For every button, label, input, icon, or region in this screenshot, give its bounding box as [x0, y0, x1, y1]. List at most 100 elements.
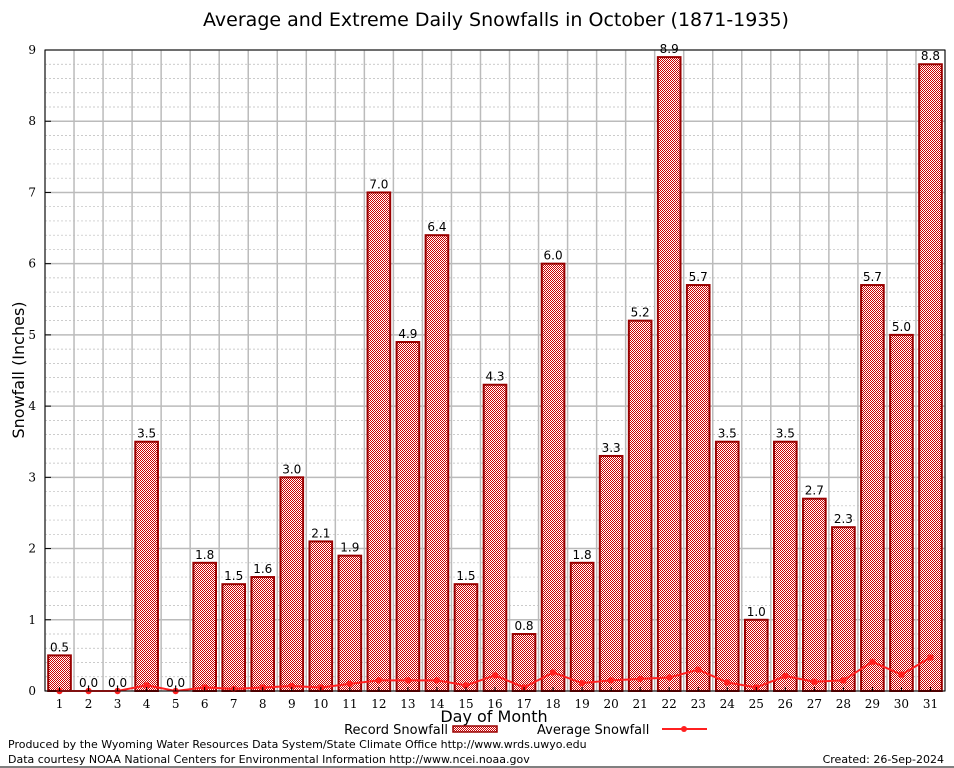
bar-value-label: 3.0 — [282, 462, 301, 476]
record-bar — [802, 497, 827, 693]
bar-value-label: 0.5 — [50, 640, 69, 654]
x-tick-label: 5 — [172, 697, 180, 711]
bar-value-label: 8.8 — [921, 49, 940, 63]
average-point — [375, 677, 383, 684]
y-tick-label: 0 — [28, 684, 36, 698]
average-point — [811, 678, 818, 685]
average-point — [578, 679, 586, 687]
record-bar — [192, 561, 218, 692]
x-tick-label: 2 — [85, 697, 93, 711]
footer-produced-by: Produced by the Wyoming Water Resources … — [8, 738, 587, 751]
bar-value-label: 8.9 — [660, 42, 679, 56]
record-bar — [685, 284, 711, 692]
average-point — [724, 679, 731, 686]
average-point — [869, 658, 876, 665]
x-tick-label: 21 — [633, 697, 648, 711]
average-point — [491, 672, 499, 679]
footer-data-source: Data courtesy NOAA National Centers for … — [8, 753, 530, 766]
record-bar — [250, 576, 276, 692]
bar-value-label: 6.4 — [427, 220, 446, 234]
bar-value-label: 0.8 — [514, 619, 533, 633]
bar-value-label: 1.6 — [253, 562, 272, 576]
x-tick-label: 30 — [894, 697, 909, 711]
x-tick-label: 18 — [545, 697, 560, 711]
chart-title: Average and Extreme Daily Snowfalls in O… — [203, 9, 789, 31]
record-bar — [134, 440, 159, 692]
record-bar — [743, 618, 769, 692]
x-tick-label: 4 — [143, 697, 151, 711]
record-bar — [453, 583, 479, 693]
bar-value-label: 1.5 — [456, 569, 475, 583]
y-tick-label: 5 — [28, 328, 36, 342]
record-bar — [337, 554, 363, 693]
bar-value-label: 3.3 — [602, 441, 621, 455]
bar-value-label: 4.9 — [398, 327, 417, 341]
x-tick-label: 19 — [574, 697, 589, 711]
x-tick-label: 17 — [516, 697, 531, 711]
record-bar — [714, 440, 740, 692]
bar-value-label: 7.0 — [369, 177, 388, 191]
x-axis-label: Day of Month — [440, 707, 547, 726]
x-tick-label: 12 — [371, 697, 386, 711]
bar-value-label: 6.0 — [544, 249, 563, 263]
record-bar — [540, 262, 566, 692]
y-tick-label: 8 — [28, 114, 36, 128]
x-tick-label: 8 — [259, 697, 267, 711]
x-tick-label: 3 — [114, 697, 122, 711]
x-tick-label: 27 — [807, 697, 822, 711]
average-point — [665, 674, 673, 681]
x-tick-label: 13 — [400, 697, 415, 711]
bar-value-label: 1.0 — [747, 605, 766, 619]
x-tick-label: 25 — [749, 697, 764, 711]
x-tick-label: 23 — [691, 697, 706, 711]
x-tick-label: 6 — [201, 697, 209, 711]
x-tick-label: 22 — [662, 697, 677, 711]
bar-value-label: 5.2 — [631, 306, 650, 320]
y-tick-label: 9 — [28, 43, 36, 57]
x-tick-label: 10 — [313, 697, 328, 711]
x-tick-label: 31 — [923, 697, 938, 711]
bar-value-label: 5.7 — [689, 270, 708, 284]
bar-value-label: 3.5 — [718, 427, 737, 441]
y-tick-label: 6 — [28, 257, 36, 271]
bar-value-label: 4.3 — [485, 370, 504, 384]
record-bar — [47, 654, 72, 693]
average-point — [143, 682, 150, 689]
plot-border — [44, 49, 946, 692]
bar-value-label: 1.5 — [224, 569, 243, 583]
legend-average-marker — [681, 726, 687, 732]
bar-value-label: 0.0 — [79, 676, 98, 690]
bar-value-label: 1.9 — [340, 541, 359, 555]
average-point — [462, 682, 470, 689]
average-point — [549, 669, 557, 676]
legend-record-label: Record Snowfall — [344, 723, 448, 738]
legend-record-swatch — [452, 725, 498, 733]
record-bar — [918, 63, 943, 692]
y-tick-label: 1 — [28, 613, 36, 627]
record-bar — [366, 191, 392, 692]
footer-created-date: Created: 26-Sep-2024 — [822, 753, 944, 766]
y-tick-label: 3 — [28, 470, 36, 484]
x-tick-label: 28 — [836, 697, 851, 711]
average-point — [782, 672, 789, 680]
record-bar — [279, 476, 305, 693]
average-point — [927, 654, 934, 661]
average-point — [898, 671, 905, 678]
average-point — [695, 666, 702, 673]
y-tick-label: 7 — [28, 185, 36, 199]
x-tick-label: 15 — [458, 697, 473, 711]
average-point — [840, 677, 847, 684]
record-bar — [860, 284, 885, 692]
y-tick-label: 2 — [28, 542, 36, 556]
record-bar — [395, 341, 421, 692]
record-bar — [889, 333, 914, 692]
record-bar — [424, 234, 450, 693]
average-point — [433, 677, 441, 684]
x-tick-label: 29 — [865, 697, 880, 711]
record-bar — [627, 319, 653, 692]
bar-value-label: 3.5 — [137, 427, 156, 441]
x-tick-label: 26 — [778, 697, 793, 711]
bar-value-label: 1.8 — [195, 548, 214, 562]
